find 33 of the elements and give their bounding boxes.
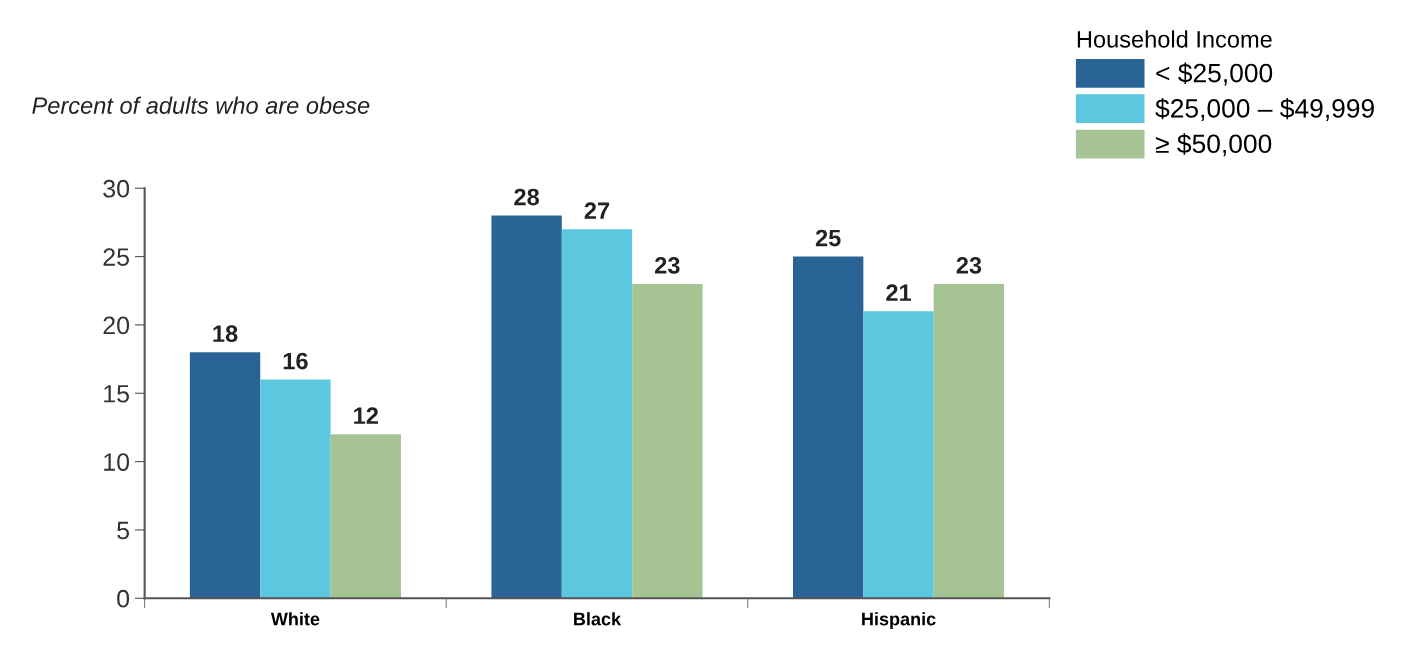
data-label: 16 <box>283 352 308 370</box>
data-label: 18 <box>213 325 238 343</box>
y-tick-label: 5 <box>117 521 130 540</box>
y-tick-label: 20 <box>103 316 130 335</box>
legend-label: ≥ $50,000 <box>1155 133 1272 157</box>
x-tick-label: Hispanic <box>862 612 936 629</box>
y-axis-title: Percent of adults who are obese <box>32 96 370 114</box>
data-label: 28 <box>514 188 540 206</box>
y-tick-label: 10 <box>104 453 130 471</box>
x-tick-label: White <box>270 612 320 626</box>
data-label: 21 <box>886 284 912 301</box>
bar <box>561 229 633 599</box>
bar <box>792 256 864 599</box>
legend-title: Household Income <box>1077 30 1272 48</box>
data-label: 27 <box>584 202 610 219</box>
data-label: 23 <box>956 257 982 274</box>
y-tick-label: 0 <box>117 589 130 608</box>
y-tick-label: 15 <box>104 385 130 403</box>
bar <box>933 283 1005 599</box>
y-tick-label: 25 <box>103 248 130 266</box>
bar <box>260 379 331 599</box>
data-label: 12 <box>354 407 378 424</box>
bar <box>632 283 703 599</box>
bar <box>863 311 934 599</box>
bar <box>491 215 562 599</box>
bar <box>330 434 401 599</box>
x-tick-label: Black <box>574 612 622 626</box>
legend-label: $25,000 – $49,999 <box>1155 97 1374 121</box>
data-label: 25 <box>815 229 841 247</box>
y-tick-label: 30 <box>103 179 130 198</box>
legend-label: < $25,000 <box>1156 62 1273 86</box>
data-label: 23 <box>655 257 680 274</box>
bar <box>189 352 261 599</box>
